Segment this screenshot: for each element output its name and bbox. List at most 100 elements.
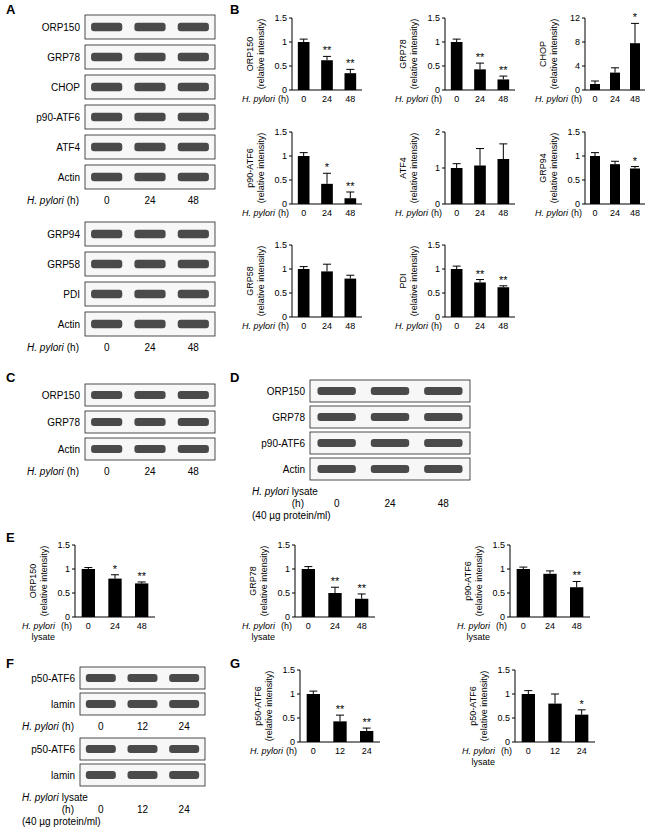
blot-frame (85, 438, 215, 460)
bar-chart: 0**24**4800.511.5PDI(relative intensity)… (395, 240, 515, 331)
blot-band (91, 260, 122, 269)
label-part: H. pylori (22, 721, 59, 732)
y-tick-label: 4 (575, 61, 580, 71)
blot-band (178, 445, 209, 453)
y-tick (442, 293, 445, 294)
blot-row-label: Actin (58, 319, 80, 330)
blot-frame (310, 380, 470, 402)
bar (135, 583, 148, 617)
blot-band (424, 413, 462, 421)
y-tick-label: 1.5 (282, 665, 295, 675)
y-tick-label: 1 (435, 264, 440, 274)
bar-chart: 02448012ATF4(relative intensity)H. pylor… (395, 127, 515, 218)
error-bar (300, 39, 308, 42)
bar-chart: 0**24**4800.511.5ORP150(relative intensi… (242, 13, 362, 104)
label-part: (h) (278, 94, 289, 104)
blot-row-label: GRP78 (47, 417, 80, 428)
label-part: GRP94 (538, 153, 548, 183)
x-axis-label: H. pylori(h) (242, 208, 289, 218)
panel-label: D (230, 370, 239, 385)
error-bar (499, 76, 507, 79)
x-axis-label: H. pylori (242, 621, 276, 631)
label-part: H. pylori (535, 208, 569, 218)
error-line (456, 164, 457, 168)
blot-row-label: ORP150 (42, 390, 81, 401)
error-cap (524, 690, 532, 691)
blot-band (91, 143, 122, 152)
x-axis (75, 617, 155, 618)
blot-band (134, 143, 165, 152)
blot-band (178, 113, 209, 122)
marks (298, 39, 356, 90)
blot-row-label: GRP78 (272, 412, 305, 423)
y-tick-label: 1 (285, 564, 290, 574)
y-tick (582, 42, 585, 43)
error-bar (453, 266, 461, 269)
lane-label: 12 (137, 721, 149, 732)
y-tick (442, 42, 445, 43)
blot-band (86, 700, 116, 708)
x-axis-label: H. pylori(h) (242, 94, 289, 104)
x-axis (515, 742, 595, 743)
y-tick (289, 132, 292, 133)
x-tick-label: 12 (550, 746, 560, 756)
error-bar (304, 567, 312, 569)
error-bar (453, 39, 461, 42)
marks (302, 567, 369, 617)
significance: * (580, 698, 585, 710)
significance: * (113, 563, 118, 575)
y-axis (585, 132, 586, 204)
y-tick (582, 18, 585, 19)
label-part: (h) (278, 321, 289, 331)
lane-label: 0 (104, 195, 110, 206)
label-part: (h) (62, 721, 74, 732)
blot-frame (310, 458, 470, 480)
marks (298, 264, 356, 317)
x-tick-label: 48 (498, 208, 508, 218)
significance: ** (357, 582, 366, 594)
panel-label: C (6, 370, 16, 385)
label-part: p50-ATF6 (468, 686, 478, 725)
y-tick-label: 1 (435, 37, 440, 47)
x-tick-label: 24 (475, 208, 485, 218)
y-axis (445, 18, 446, 90)
x-tick-label: 0 (454, 321, 459, 331)
blot-frame (80, 667, 205, 689)
bar (321, 184, 333, 204)
x-tick-label: 48 (345, 94, 355, 104)
x-tick-label: 0 (301, 208, 306, 218)
y-tick (289, 204, 292, 205)
blot-band (134, 418, 165, 426)
error-bar (358, 594, 366, 599)
blot-band (128, 700, 158, 708)
label-part: (h) (431, 321, 442, 331)
blot-frame (310, 432, 470, 454)
y-tick (292, 617, 295, 618)
blot-band (169, 700, 199, 708)
label-part: PDI (398, 273, 408, 288)
blot-band (178, 391, 209, 399)
blot-frame (85, 282, 215, 306)
x-axis-label: (h) (496, 621, 507, 631)
western-blot: p50-ATF6laminH. pylorilysate(h)01224(40 … (22, 738, 205, 827)
y-tick-label: 1 (282, 264, 287, 274)
y-axis (292, 132, 293, 204)
y-axis (295, 545, 296, 617)
blot-row-label: ORP150 (42, 22, 81, 33)
bar (630, 168, 640, 204)
y-tick-label: 1.5 (57, 540, 70, 550)
y-tick (72, 545, 75, 546)
error-line (327, 173, 328, 184)
bar (451, 42, 463, 90)
y-axis-label: CHOP(relative intensity) (538, 19, 559, 90)
y-tick (582, 66, 585, 67)
x-axis-label: lysate (471, 757, 495, 767)
label-part: (relative intensity) (474, 546, 484, 617)
bar (302, 569, 315, 617)
bar (517, 569, 530, 617)
x-axis-label: H. pylori(h) (395, 208, 442, 218)
y-tick-label: 1 (500, 564, 505, 574)
blot-row-label: ORP150 (267, 386, 306, 397)
blot-row-label: PDI (63, 289, 80, 300)
label-part: (h) (431, 208, 442, 218)
